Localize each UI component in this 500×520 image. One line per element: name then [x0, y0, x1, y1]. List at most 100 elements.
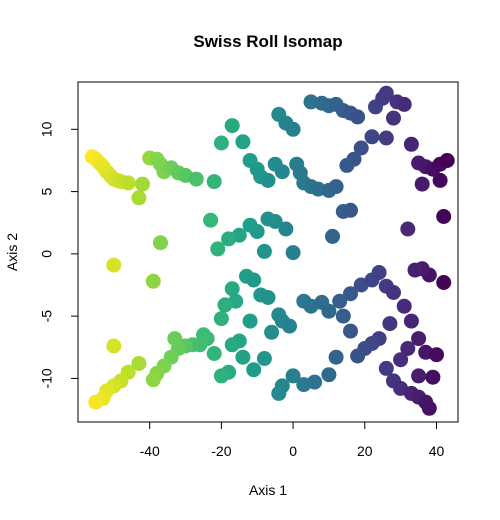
data-point-46: [350, 109, 366, 125]
data-point-164: [167, 331, 183, 347]
y-tick-label: -5: [39, 310, 55, 323]
x-tick-label: 0: [289, 443, 297, 459]
data-point-29: [274, 164, 290, 180]
data-point-98: [332, 293, 348, 309]
data-point-133: [321, 367, 337, 383]
axes: -40 -20 0 20 40 -10 -5 0 5 10: [39, 121, 445, 459]
x-tick-label: 20: [357, 443, 373, 459]
data-point-47: [353, 140, 369, 156]
y-axis-label: Axis 2: [4, 233, 20, 271]
data-point-132: [328, 349, 344, 365]
data-point-155: [145, 372, 161, 388]
data-point-143: [224, 337, 240, 353]
data-point-58: [403, 136, 419, 152]
data-point-165: [192, 337, 208, 353]
data-point-99: [343, 286, 358, 302]
data-point-156: [131, 356, 147, 371]
data-point-84: [285, 245, 301, 261]
data-point-90: [260, 290, 276, 305]
data-point-77: [221, 231, 237, 247]
data-point-113: [407, 262, 423, 278]
data-point-130: [393, 352, 409, 368]
data-point-82: [106, 257, 122, 273]
x-tick-label: -20: [211, 443, 231, 459]
data-point-75: [242, 217, 258, 233]
plot-frame: [77, 81, 459, 423]
data-point-140: [246, 362, 262, 378]
data-point-83: [256, 243, 272, 259]
data-point-63: [439, 153, 455, 168]
data-point-166: [213, 311, 229, 327]
data-point-69: [343, 202, 358, 218]
data-point-53: [378, 85, 394, 101]
data-point-19: [188, 171, 204, 187]
x-tick-label: -40: [140, 443, 160, 459]
data-point-105: [396, 298, 412, 314]
data-point-78: [210, 241, 226, 257]
data-point-71: [278, 221, 294, 237]
data-point-93: [282, 318, 297, 334]
data-point-121: [378, 360, 394, 376]
data-point-146: [206, 346, 222, 361]
data-point-135: [296, 377, 312, 393]
data-point-167: [217, 297, 233, 313]
x-tick-label: 40: [429, 443, 445, 459]
y-tick-label: 5: [39, 187, 55, 195]
data-point-23: [235, 134, 251, 150]
data-point-70: [325, 228, 340, 244]
data-point-129: [425, 369, 441, 385]
data-point-50: [364, 129, 380, 145]
data-point-104: [386, 285, 401, 300]
data-point-65: [414, 176, 430, 192]
data-point-141: [235, 349, 251, 365]
data-point-127: [421, 400, 437, 416]
data-point-66: [436, 209, 452, 224]
data-point-27: [260, 172, 276, 188]
data-point-73: [260, 211, 276, 227]
data-point-114: [382, 316, 398, 332]
data-point-55: [396, 96, 412, 112]
data-point-81: [145, 273, 161, 289]
data-point-39: [328, 179, 344, 195]
data-point-118: [350, 348, 366, 364]
data-point-85: [224, 281, 240, 297]
data-points: [84, 85, 455, 416]
data-point-20: [206, 174, 222, 190]
data-point-138: [271, 385, 287, 401]
data-point-56: [386, 110, 401, 126]
data-point-32: [285, 121, 301, 137]
data-point-110: [436, 275, 452, 290]
x-axis-label: Axis 1: [249, 482, 287, 498]
data-point-79: [203, 212, 219, 228]
data-point-128: [411, 368, 427, 384]
data-point-169: [264, 324, 280, 340]
data-point-80: [153, 235, 168, 251]
data-point-168: [242, 313, 258, 329]
data-point-67: [400, 221, 416, 237]
data-point-107: [411, 331, 427, 347]
data-point-109: [429, 347, 444, 363]
data-point-106: [403, 313, 419, 329]
data-point-9: [120, 175, 136, 191]
data-point-21: [213, 135, 229, 151]
data-point-10: [135, 176, 150, 192]
data-point-162: [88, 394, 104, 410]
data-point-22: [224, 118, 240, 134]
data-point-163: [106, 338, 122, 354]
data-point-11: [131, 190, 147, 206]
data-point-139: [256, 351, 272, 366]
data-point-57: [378, 130, 394, 146]
data-point-88: [246, 272, 262, 288]
data-point-102: [371, 265, 387, 280]
data-point-97: [321, 303, 337, 319]
data-point-145: [213, 368, 229, 384]
data-point-120: [335, 308, 351, 324]
data-point-136: [285, 368, 301, 384]
data-point-49: [339, 157, 355, 173]
chart-title: Swiss Roll Isomap: [193, 32, 342, 51]
data-point-119: [343, 323, 358, 339]
y-tick-label: 0: [39, 250, 55, 258]
data-point-131: [400, 341, 416, 356]
y-tick-label: -10: [39, 368, 55, 388]
